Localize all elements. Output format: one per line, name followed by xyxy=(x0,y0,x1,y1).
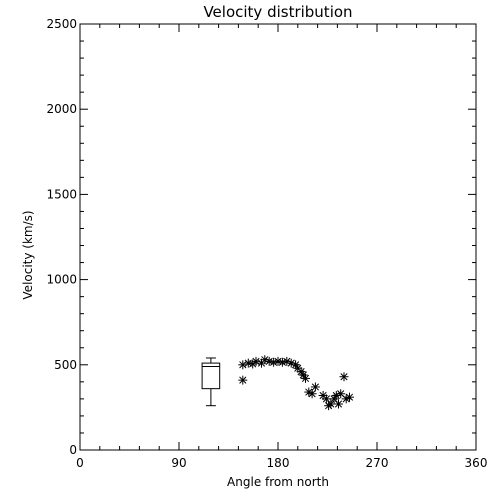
plot-area xyxy=(79,23,477,451)
y-tick-label: 1500 xyxy=(46,187,77,201)
scatter-points xyxy=(238,355,354,411)
y-axis-label: Velocity (km/s) xyxy=(21,210,35,299)
data-point xyxy=(260,355,270,365)
data-point xyxy=(339,372,349,382)
boxplot xyxy=(201,357,221,407)
x-tick-label: 270 xyxy=(366,456,389,470)
y-tick-label: 2000 xyxy=(46,102,77,116)
y-axis-ticks: 0 500 1000 1500 2000 2500 xyxy=(46,17,476,457)
x-tick-label: 180 xyxy=(267,456,290,470)
y-tick-label: 2500 xyxy=(46,17,77,31)
y-tick-label: 0 xyxy=(69,443,77,457)
data-point xyxy=(345,392,354,402)
y-tick-label: 500 xyxy=(54,358,77,372)
chart-title: Velocity distribution xyxy=(203,3,352,21)
x-axis-label: Angle from north xyxy=(227,475,329,489)
data-point xyxy=(238,375,248,385)
data-point xyxy=(326,399,336,409)
x-tick-label: 360 xyxy=(465,456,488,470)
data-point xyxy=(334,399,343,409)
data-point xyxy=(341,394,351,404)
x-tick-label: 90 xyxy=(171,456,186,470)
data-point xyxy=(301,373,310,383)
data-point xyxy=(321,394,331,404)
x-axis-ticks: 0 90 180 270 360 xyxy=(76,24,487,470)
data-point xyxy=(310,382,320,392)
x-tick-label: 0 xyxy=(76,456,84,470)
y-tick-label: 1000 xyxy=(46,273,77,287)
data-point xyxy=(307,389,317,399)
